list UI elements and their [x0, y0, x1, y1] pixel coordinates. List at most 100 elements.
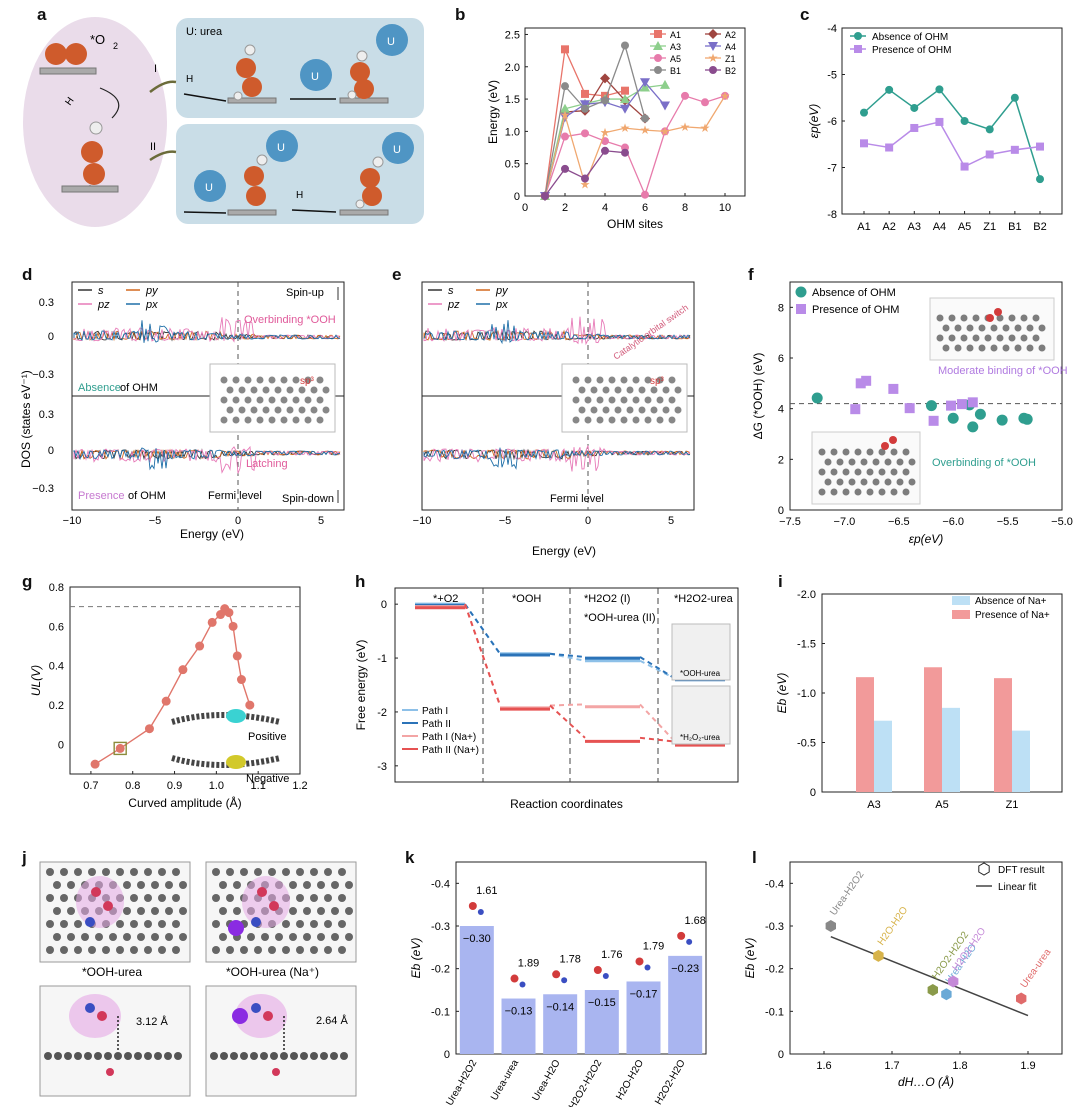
carbon-atom — [644, 396, 652, 404]
y-axis-label: Free energy (eV) — [354, 640, 368, 731]
x-axis-label: εp(eV) — [909, 532, 944, 546]
fit-line — [830, 935, 1029, 1017]
carbon-atom — [268, 376, 276, 384]
urea-u-label: U — [387, 36, 395, 48]
molecule-atom — [644, 964, 651, 971]
carbon-atom — [602, 386, 610, 394]
bar — [584, 990, 619, 1054]
absence-suffix: of OHM — [120, 382, 158, 394]
carbon-atom — [878, 468, 886, 476]
carbon-atom — [1014, 324, 1022, 332]
legend-marker — [854, 45, 862, 53]
carbon-atom — [978, 324, 986, 332]
carbon-atom — [289, 933, 297, 941]
path-ii-box — [176, 124, 424, 224]
molecule-atom — [561, 977, 568, 984]
molecule-atom — [635, 957, 644, 966]
molecule-atom — [468, 902, 477, 910]
data-point-A3 — [620, 94, 630, 104]
carbon-atom — [179, 907, 187, 915]
data-point — [232, 651, 242, 661]
x-axis-label: OHM sites — [607, 217, 663, 231]
carbon-atom — [280, 416, 288, 424]
carbon-atom — [884, 478, 892, 486]
legend-label: A2 — [725, 30, 736, 40]
ytick: −0.3 — [32, 483, 54, 495]
carbon-atom — [88, 946, 96, 954]
carbon-atom — [972, 334, 980, 342]
data-point — [1036, 175, 1044, 184]
oxygen-atom — [106, 1068, 114, 1076]
legend-marker — [709, 66, 717, 74]
data-point-Z1: ★ — [680, 120, 691, 134]
ytick-label: -1 — [377, 653, 387, 665]
j-distance-1: 3.12 Å — [136, 1015, 168, 1028]
j-label-1: *OOH-urea — [82, 965, 142, 979]
xtick: 0 — [235, 515, 241, 527]
carbon-atom — [954, 344, 962, 352]
carbon-atom — [860, 478, 868, 486]
data-point-Z1: ★ — [580, 177, 591, 191]
carbon-atom — [232, 416, 240, 424]
carbon-atom — [908, 458, 916, 466]
xtick-label: 2 — [562, 202, 568, 214]
carbon-atom — [137, 881, 145, 889]
oxygen-atom — [881, 442, 889, 450]
oxygen-atom — [986, 314, 994, 322]
carbon-atom — [123, 933, 131, 941]
xtick-label: A5 — [935, 799, 948, 811]
carbon-atom — [1002, 344, 1010, 352]
carbon-atom — [878, 448, 886, 456]
xtick-label: 0 — [522, 202, 528, 214]
carbon-atom — [614, 386, 622, 394]
data-point-A1 — [581, 89, 589, 98]
legend-marker: ★ — [708, 51, 719, 65]
carbon-atom — [130, 894, 138, 902]
carbon-atom — [230, 1052, 238, 1060]
urea-u-label: U — [205, 182, 213, 194]
carbon-atom — [137, 933, 145, 941]
carbon-atom — [220, 416, 228, 424]
presence-label: Presence — [78, 490, 124, 502]
carbon-atom — [244, 396, 252, 404]
xtick-label: 1.1 — [251, 780, 266, 792]
spin-up-label: Spin-up — [286, 287, 324, 299]
carbon-atom — [84, 1052, 92, 1060]
carbon-atom — [116, 920, 124, 928]
carbon-atom — [848, 478, 856, 486]
charge-density — [69, 994, 121, 1038]
carbon-atom — [818, 468, 826, 476]
carbon-atom — [310, 868, 318, 876]
step-label: *+O2 — [433, 593, 458, 605]
carbon-atom — [830, 448, 838, 456]
carbon-atom — [620, 376, 628, 384]
carbon-atom — [144, 946, 152, 954]
ytick-label: -1.0 — [797, 688, 816, 700]
carbon-atom — [233, 881, 241, 889]
data-point — [956, 399, 967, 410]
xtick-label: 1.8 — [952, 1060, 967, 1072]
presence-suffix: of OHM — [128, 490, 166, 502]
data-point — [860, 108, 868, 117]
carbon-atom — [165, 907, 173, 915]
legend-marker — [653, 41, 663, 50]
legend-marker — [654, 66, 662, 74]
ytick: 0.3 — [39, 409, 54, 421]
carbon-atom — [824, 478, 832, 486]
carbon-atom — [1032, 314, 1040, 322]
carbon-atom — [158, 946, 166, 954]
data-point — [1010, 93, 1019, 102]
ytick-label: 0.4 — [49, 661, 64, 673]
data-point-B2 — [621, 148, 629, 157]
carbon-atom — [948, 314, 956, 322]
carbon-atom — [854, 488, 862, 496]
data-point — [960, 162, 969, 171]
carbon-atom — [280, 376, 288, 384]
y-axis-label: Energy (eV) — [486, 80, 500, 144]
carbon-atom — [310, 946, 318, 954]
legend-px: px — [495, 299, 508, 311]
distance-label: 1.61 — [476, 885, 497, 897]
